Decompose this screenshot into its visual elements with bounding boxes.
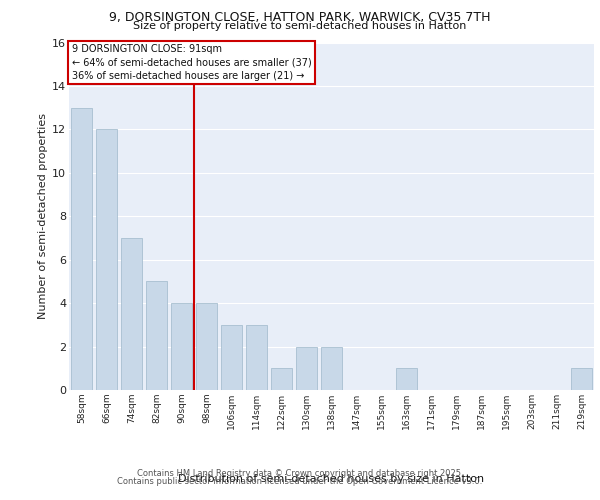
Bar — [171, 303, 192, 390]
Bar — [196, 303, 217, 390]
Text: Contains HM Land Registry data © Crown copyright and database right 2025.: Contains HM Land Registry data © Crown c… — [137, 468, 463, 477]
Bar — [121, 238, 142, 390]
Bar — [96, 130, 117, 390]
Bar — [71, 108, 92, 390]
Bar — [271, 368, 292, 390]
Bar — [221, 325, 242, 390]
Bar — [321, 346, 342, 390]
Text: Size of property relative to semi-detached houses in Hatton: Size of property relative to semi-detach… — [133, 21, 467, 31]
Text: 9, DORSINGTON CLOSE, HATTON PARK, WARWICK, CV35 7TH: 9, DORSINGTON CLOSE, HATTON PARK, WARWIC… — [109, 11, 491, 24]
Text: Contains public sector information licensed under the Open Government Licence v3: Contains public sector information licen… — [118, 477, 482, 486]
Y-axis label: Number of semi-detached properties: Number of semi-detached properties — [38, 114, 48, 320]
Bar — [571, 368, 592, 390]
X-axis label: Distribution of semi-detached houses by size in Hatton: Distribution of semi-detached houses by … — [178, 474, 485, 484]
Bar — [396, 368, 417, 390]
Bar — [246, 325, 267, 390]
Bar — [296, 346, 317, 390]
Bar — [146, 282, 167, 390]
Text: 9 DORSINGTON CLOSE: 91sqm
← 64% of semi-detached houses are smaller (37)
36% of : 9 DORSINGTON CLOSE: 91sqm ← 64% of semi-… — [71, 44, 311, 80]
